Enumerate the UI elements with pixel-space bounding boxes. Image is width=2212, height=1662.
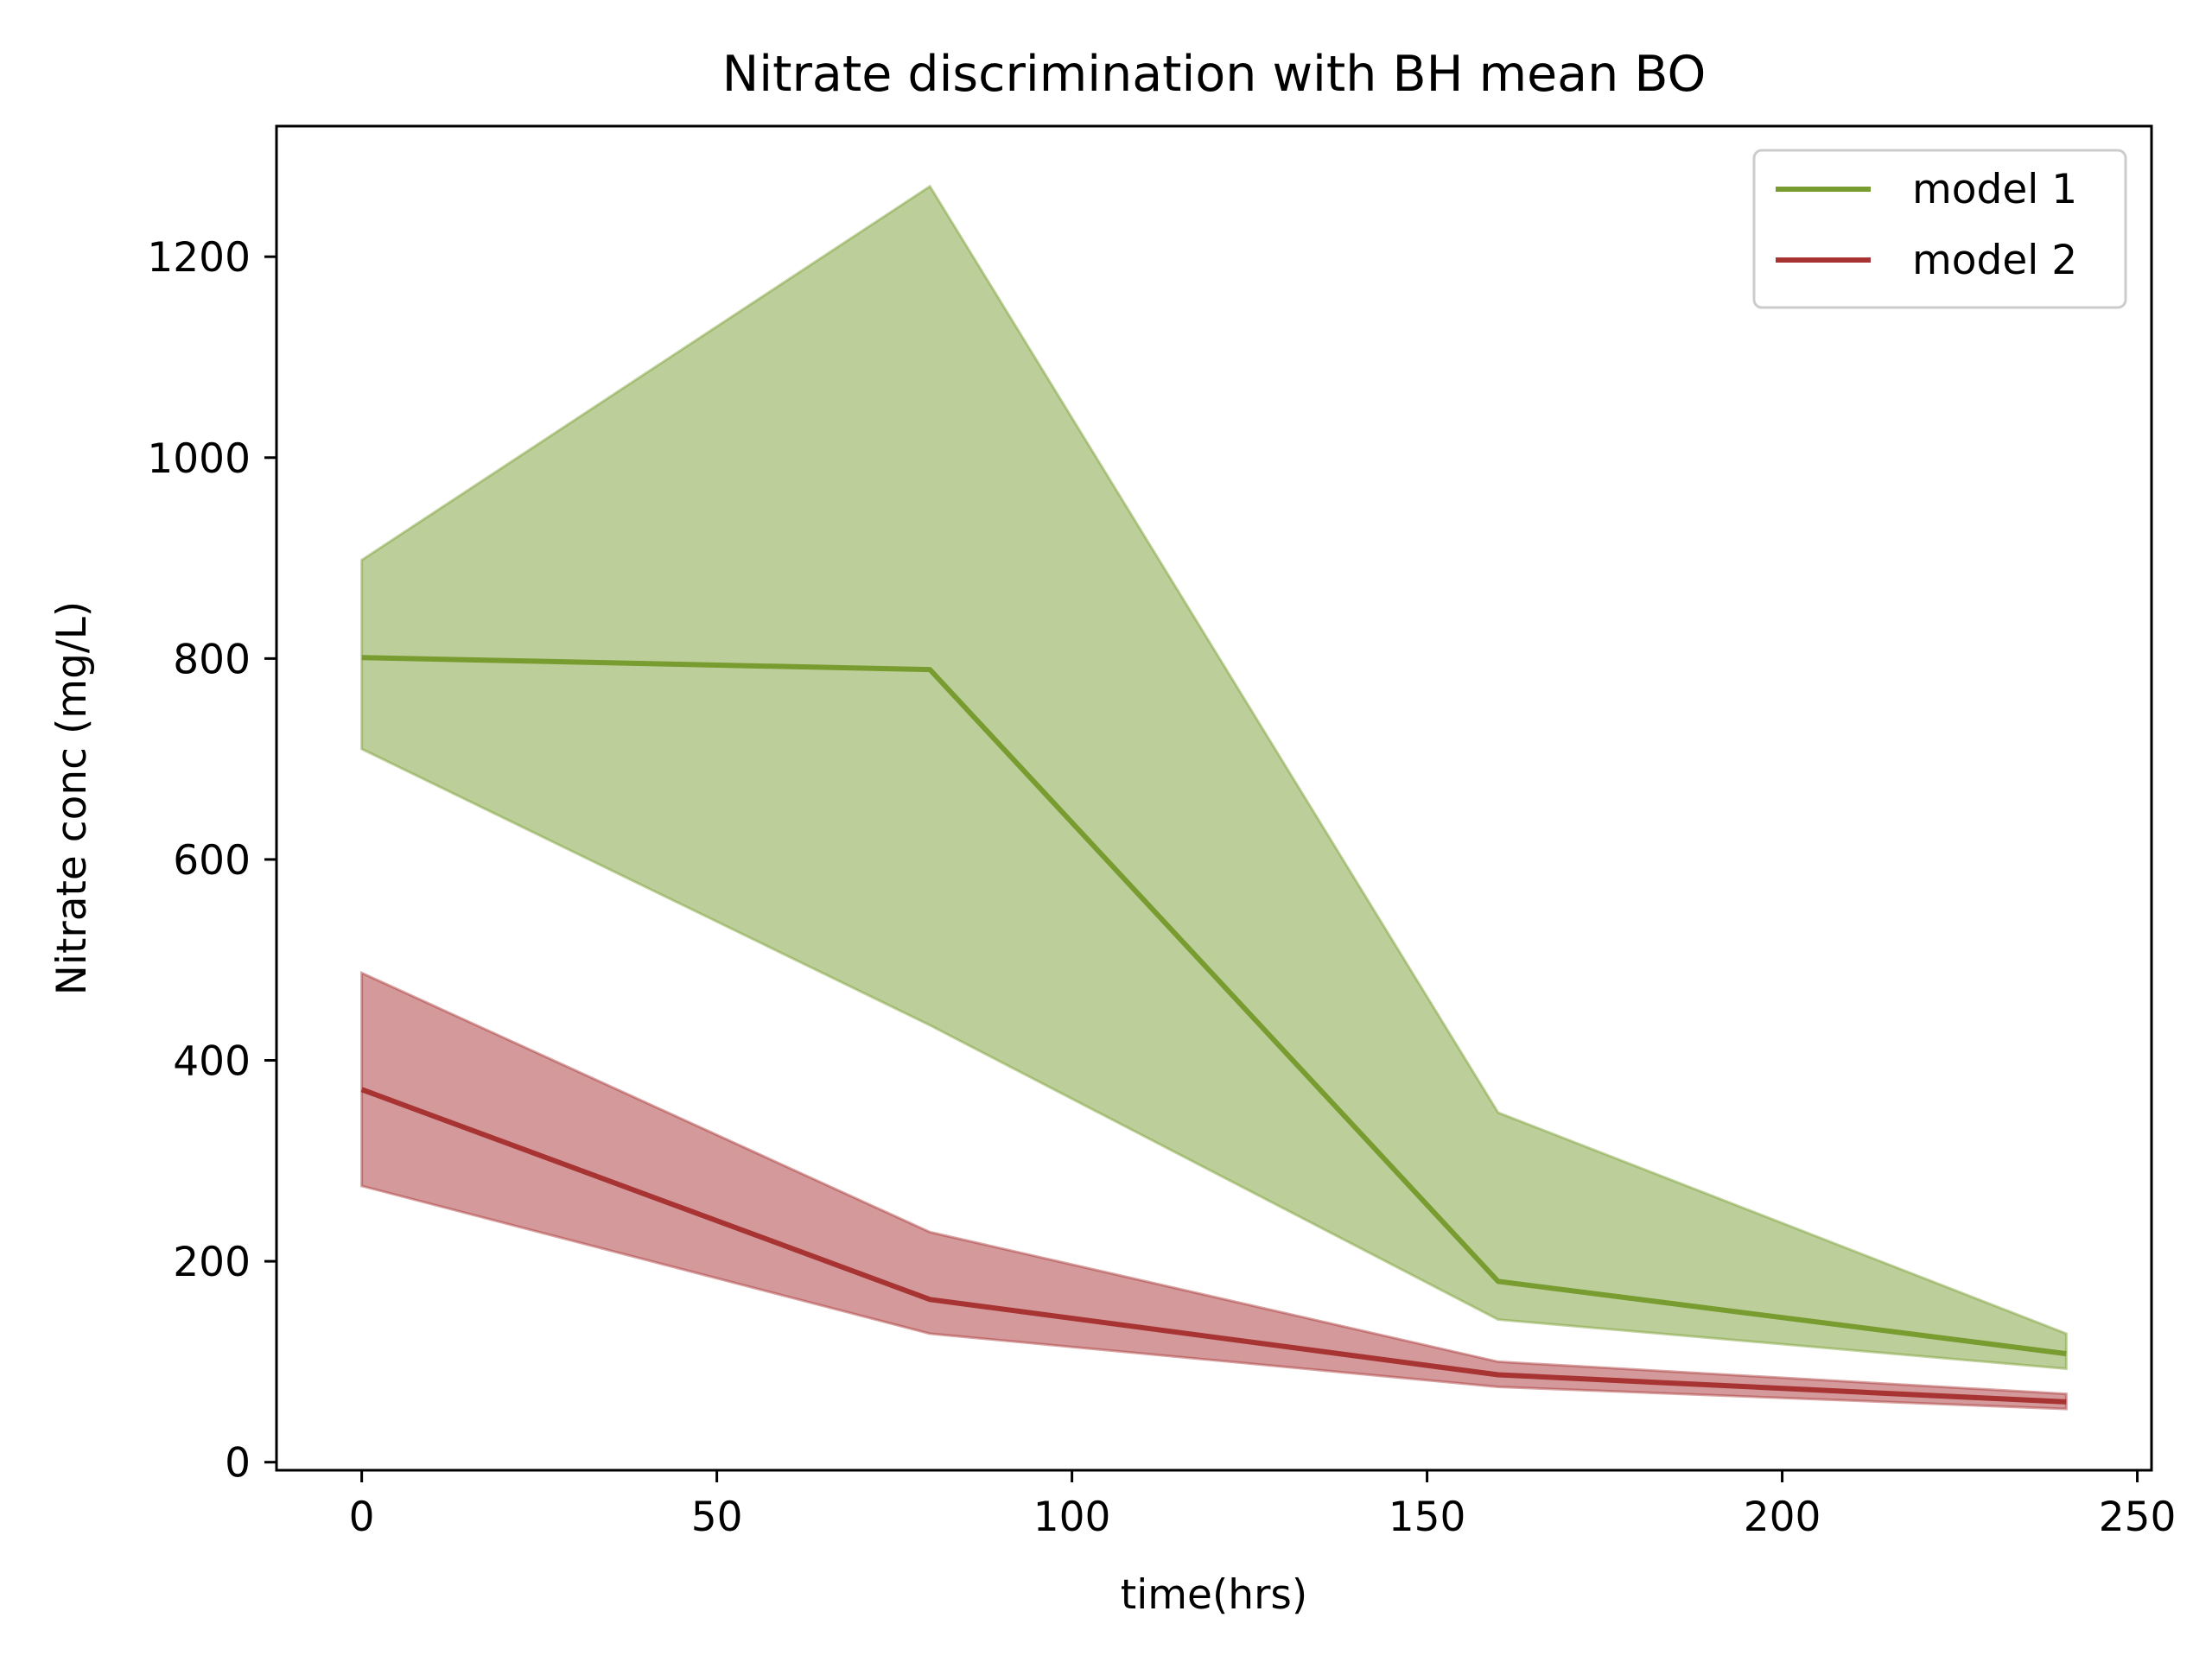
x-axis-label: time(hrs) <box>1121 1571 1307 1619</box>
series-line-model-2 <box>360 1087 2067 1405</box>
y-tick-label: 200 <box>173 1239 251 1286</box>
confidence-band-model-2 <box>360 971 2068 1411</box>
y-axis-label: Nitrate conc (mg/L) <box>48 601 96 996</box>
chart-title: Nitrate discrimination with BH mean BO <box>722 46 1707 103</box>
confidence-band-model-1 <box>360 184 2068 1371</box>
y-tick-label: 1000 <box>147 435 251 483</box>
legend-label-model-2: model 2 <box>1912 237 2077 284</box>
y-tick-label: 400 <box>173 1038 251 1086</box>
legend: model 1 model 2 <box>1752 149 2127 309</box>
band-layer <box>360 184 2068 1411</box>
y-tick-label: 600 <box>173 837 251 885</box>
plot-frame <box>275 124 2153 1472</box>
x-axis: 0 50 100 150 200 250 <box>349 1470 2177 1541</box>
x-tick-label: 250 <box>2099 1494 2177 1541</box>
line-layer <box>360 655 2067 1405</box>
x-tick-label: 0 <box>349 1494 375 1541</box>
x-tick-label: 100 <box>1033 1494 1111 1541</box>
y-tick-label: 800 <box>173 636 251 683</box>
y-axis: 0 200 400 600 800 1000 1200 <box>147 234 276 1488</box>
x-tick-label: 50 <box>691 1494 743 1541</box>
legend-label-model-1: model 1 <box>1912 166 2077 213</box>
x-tick-label: 200 <box>1744 1494 1821 1541</box>
y-tick-label: 1200 <box>147 234 251 282</box>
y-tick-label: 0 <box>225 1440 251 1488</box>
x-tick-label: 150 <box>1389 1494 1466 1541</box>
series-line-model-1 <box>361 655 2067 1357</box>
